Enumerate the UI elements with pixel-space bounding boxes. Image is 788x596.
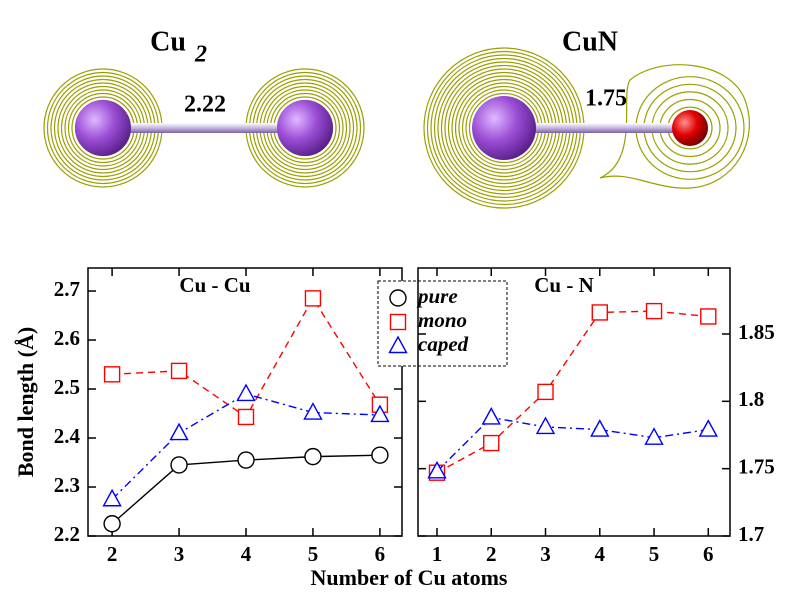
marker — [171, 457, 187, 473]
y-tick-label: 2.2 — [54, 522, 80, 546]
molecule-label: Cu — [150, 26, 186, 57]
x-tick-label: 5 — [308, 542, 319, 566]
marker — [700, 421, 717, 437]
x-tick-label: 6 — [703, 542, 714, 566]
panel-title: Cu - N — [534, 273, 594, 297]
bond-length: 2.22 — [184, 92, 226, 118]
x-tick-label: 3 — [174, 542, 185, 566]
molecule-label: CuN — [562, 26, 618, 57]
x-axis-label: Number of Cu atoms — [311, 565, 508, 590]
x-tick-label: 6 — [375, 542, 386, 566]
marker — [537, 418, 554, 434]
figure: 2.22 Cu 2 1.75 CuN 2.22.32.42.52.62.7234… — [0, 0, 788, 596]
y-tick-label: 1.7 — [738, 522, 764, 546]
y-tick-label: 1.8 — [738, 387, 764, 411]
legend-label: pure — [416, 284, 458, 308]
y-tick-label: 2.5 — [54, 375, 80, 399]
y-tick-label: 1.75 — [738, 454, 775, 478]
x-tick-label: 4 — [595, 542, 606, 566]
x-tick-label: 3 — [540, 542, 551, 566]
bond-length: 1.75 — [585, 86, 627, 112]
cu-atom — [75, 100, 131, 156]
marker — [701, 309, 716, 324]
x-tick-label: 2 — [486, 542, 497, 566]
y-tick-label: 2.3 — [54, 473, 80, 497]
y-tick-label: 2.7 — [54, 277, 80, 301]
marker — [592, 305, 607, 320]
marker — [391, 315, 406, 330]
n-atom — [672, 110, 708, 146]
legend-label: mono — [418, 308, 467, 332]
x-tick-label: 1 — [432, 542, 443, 566]
marker — [647, 304, 662, 319]
marker — [390, 290, 406, 306]
y-axis-label: Bond length (Å) — [13, 327, 38, 477]
marker — [105, 367, 120, 382]
marker — [305, 291, 320, 306]
marker — [238, 452, 254, 468]
marker — [104, 490, 121, 506]
marker — [591, 421, 608, 437]
legend-label: caped — [418, 332, 469, 356]
marker — [104, 516, 120, 532]
panel-title: Cu - Cu — [179, 273, 251, 297]
marker — [305, 449, 321, 465]
y-tick-label: 2.4 — [54, 424, 81, 448]
y-tick-label: 2.6 — [54, 326, 80, 350]
molecule-subscript: 2 — [194, 42, 207, 68]
marker — [483, 408, 500, 424]
marker — [239, 409, 254, 424]
x-tick-label: 2 — [107, 542, 118, 566]
marker — [172, 363, 187, 378]
x-tick-label: 4 — [241, 542, 252, 566]
cu-atom — [277, 100, 333, 156]
bond — [103, 123, 305, 133]
marker — [484, 436, 499, 451]
y-tick-label: 1.85 — [738, 320, 775, 344]
marker — [538, 384, 553, 399]
marker — [238, 385, 255, 401]
x-tick-label: 5 — [649, 542, 660, 566]
series-line — [437, 417, 708, 471]
marker — [372, 447, 388, 463]
cu-atom — [472, 96, 536, 160]
plot-frame — [88, 268, 402, 536]
marker — [171, 424, 188, 440]
